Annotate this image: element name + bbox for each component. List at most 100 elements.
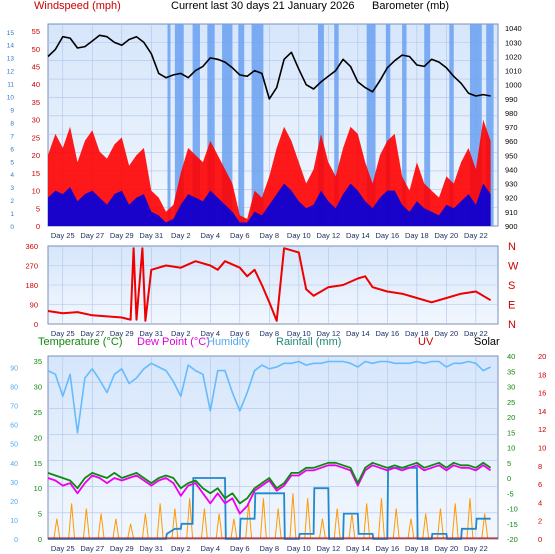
temperature-y-tick-label: 15 <box>34 459 42 468</box>
compass-tick-label: E <box>508 300 515 312</box>
uv-y-tick-label: 10 <box>538 444 546 453</box>
solar-spike <box>392 508 400 540</box>
direction-panel-x-tick-label: Day 31 <box>139 329 163 338</box>
rainfall-axis-label: Rainfall (mm) <box>276 336 342 348</box>
solar-spike <box>68 503 76 540</box>
temperature-panel-x-tick-label: Day 12 <box>316 544 340 553</box>
rain-band <box>366 24 376 226</box>
solar-spike <box>407 518 415 540</box>
humidity-axis-label: Humidity <box>207 336 250 348</box>
wind-panel-x-tick-label: Day 20 <box>434 231 458 240</box>
wind-panel-x-tick-label: Day 16 <box>375 231 399 240</box>
windspeed-y-tick-label: 20 <box>32 151 40 160</box>
beaufort-y-tick-label: 11 <box>7 82 14 89</box>
solar-spike <box>318 518 326 540</box>
solar-spike <box>481 513 489 540</box>
barometer-y-tick-label: 1010 <box>505 67 522 76</box>
windspeed-y-tick-label: 55 <box>32 27 40 36</box>
humidity-y-tick-label: 50 <box>10 442 18 449</box>
solar-spike <box>466 498 474 540</box>
humidity-y-tick-label: 90 <box>10 365 18 372</box>
beaufort-y-tick-label: 10 <box>7 95 15 102</box>
direction-panel-x-tick-label: Day 2 <box>171 329 191 338</box>
direction-y-tick-label: 90 <box>30 301 38 310</box>
temperature-panel-x-tick-label: Day 29 <box>110 544 134 553</box>
solar-spike <box>304 498 312 540</box>
direction-panel-x-tick-label: Day 18 <box>405 329 429 338</box>
temperature-panel-x-tick-label: Day 31 <box>139 544 163 553</box>
direction-panel-x-tick-label: Day 4 <box>200 329 220 338</box>
uv-y-tick-label: 4 <box>538 498 542 507</box>
uv-y-tick-label: 16 <box>538 389 546 398</box>
barometer-y-tick-label: 920 <box>505 194 518 203</box>
humidity-y-tick-label: 20 <box>10 499 18 506</box>
beaufort-y-tick-label: 9 <box>10 107 14 114</box>
beaufort-y-tick-label: 15 <box>7 30 15 37</box>
rain-band <box>222 24 233 226</box>
barometer-y-tick-label: 950 <box>505 151 518 160</box>
beaufort-y-tick-label: 8 <box>10 120 14 127</box>
beaufort-y-tick-label: 1 <box>10 211 14 218</box>
uv-axis-label: UV <box>418 336 434 348</box>
humidity-y-tick-label: 0 <box>14 537 18 544</box>
wind-panel-x-tick-label: Day 22 <box>464 231 488 240</box>
temperature-right-tick-label: 0 <box>507 474 511 483</box>
solar-spike <box>363 503 371 540</box>
beaufort-y-tick-label: 2 <box>10 198 14 205</box>
temperature-panel-x-tick-label: Day 14 <box>346 544 370 553</box>
humidity-y-tick-label: 40 <box>10 461 18 468</box>
temperature-right-tick-label: 5 <box>507 459 511 468</box>
rain-band <box>424 24 431 226</box>
rain-band <box>167 24 171 226</box>
solar-axis-label: Solar <box>474 336 500 348</box>
uv-y-tick-label: 0 <box>538 535 542 544</box>
temperature-y-tick-label: 25 <box>34 408 42 417</box>
humidity-y-tick-label: 10 <box>10 518 18 525</box>
temperature-right-tick-label: -15 <box>507 520 518 529</box>
solar-spike <box>127 523 135 540</box>
uv-y-tick-label: 18 <box>538 370 546 379</box>
uv-y-tick-label: 14 <box>538 407 546 416</box>
windspeed-y-tick-label: 35 <box>32 98 40 107</box>
temperature-y-tick-label: 20 <box>34 433 42 442</box>
solar-spike <box>97 513 105 540</box>
barometer-y-tick-label: 1020 <box>505 52 522 61</box>
wind-panel-x-tick-label: Day 25 <box>51 231 75 240</box>
temperature-panel-x-tick-label: Day 10 <box>287 544 311 553</box>
temperature-panel-x-tick-label: Day 16 <box>375 544 399 553</box>
humidity-y-tick-label: 60 <box>10 423 18 430</box>
uv-y-tick-label: 8 <box>538 462 542 471</box>
wind-panel-x-tick-label: Day 27 <box>80 231 104 240</box>
direction-panel-x-tick-label: Day 14 <box>346 329 370 338</box>
temperature-panel-background <box>47 355 499 540</box>
direction-panel-x-tick-label: Day 29 <box>110 329 134 338</box>
windspeed-y-tick-label: 0 <box>36 222 40 231</box>
temperature-panel-x-tick-label: Day 6 <box>230 544 250 553</box>
temperature-line <box>47 461 492 505</box>
direction-panel-x-tick-label: Day 6 <box>230 329 250 338</box>
windspeed-y-tick-label: 15 <box>32 169 40 178</box>
temperature-y-tick-label: 35 <box>34 357 42 366</box>
temperature-panel-x-tick-label: Day 2 <box>171 544 191 553</box>
direction-y-tick-label: 270 <box>25 262 38 271</box>
humidity-y-tick-label: 70 <box>10 404 18 411</box>
temperature-panel-x-tick-label: Day 8 <box>260 544 280 553</box>
temperature-axis-label: Temperature (°C) <box>38 336 123 348</box>
wind-panel-x-tick-label: Day 6 <box>230 231 250 240</box>
beaufort-y-tick-label: 6 <box>10 146 14 153</box>
barometer-y-tick-label: 930 <box>505 180 518 189</box>
barometer-y-tick-label: 910 <box>505 208 518 217</box>
solar-spike <box>422 513 430 540</box>
compass-tick-label: N <box>508 241 516 253</box>
rain-band <box>486 24 494 226</box>
temperature-y-tick-label: 0 <box>38 535 42 544</box>
compass-tick-label: N <box>508 319 516 331</box>
barometer-y-tick-label: 990 <box>505 95 518 104</box>
barometer-y-tick-label: 1000 <box>505 81 522 90</box>
chart-title: Current last 30 days 21 January 2026 <box>171 0 355 12</box>
beaufort-y-tick-label: 0 <box>10 224 14 231</box>
humidity-y-tick-label: 30 <box>10 480 18 487</box>
rain-band <box>192 24 200 226</box>
solar-spike <box>186 498 194 540</box>
